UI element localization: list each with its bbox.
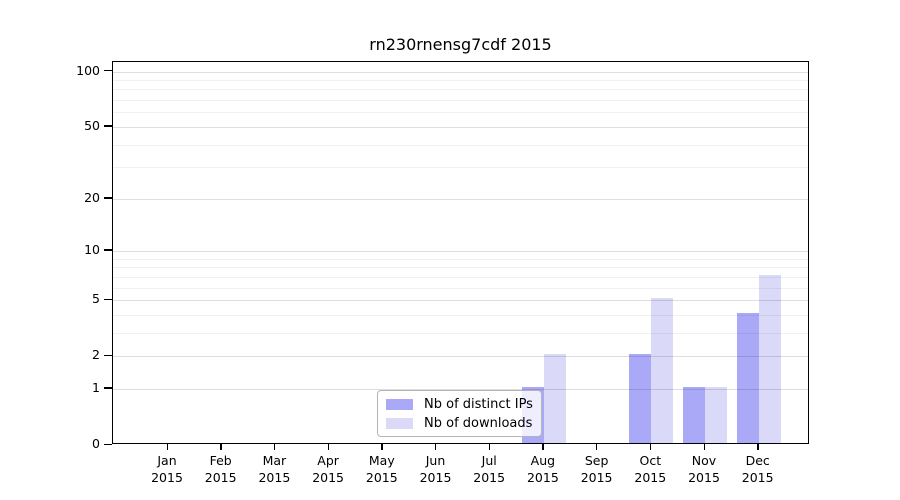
x-tick-label-jul: Jul 2015 [473, 453, 506, 485]
gridline-major-100 [113, 71, 808, 73]
y-tick-label-2: 2 [92, 347, 100, 363]
y-tick-label-1: 1 [92, 379, 100, 395]
x-tick-dec [757, 444, 759, 450]
y-tick-label-0: 0 [92, 436, 100, 451]
x-tick-jan [166, 444, 168, 450]
y-tick-10 [104, 249, 112, 251]
gridline-minor-90 [113, 80, 808, 82]
x-tick-apr [327, 444, 329, 450]
x-tick-label-may: May 2015 [365, 453, 398, 485]
chart-title: rn230rnensg7cdf 2015 [369, 35, 552, 54]
x-tick-label-aug: Aug 2015 [526, 453, 559, 485]
legend-label-distinct-ips: Nb of distinct IPs [424, 396, 533, 412]
x-tick-oct [649, 444, 652, 450]
x-tick-nov [703, 444, 705, 450]
y-tick-20 [104, 197, 112, 199]
x-tick-label-nov: Nov 2015 [688, 453, 720, 485]
x-tick-label-jan: Jan 2015 [151, 453, 183, 485]
x-tick-label-mar: Mar 2015 [258, 453, 291, 485]
grid-layer [113, 62, 808, 443]
y-tick-label-10: 10 [84, 241, 100, 257]
gridline-minor-3 [113, 332, 808, 334]
plot-area [112, 61, 809, 444]
bar-downloads-nov [705, 386, 727, 443]
x-tick-may [381, 444, 383, 450]
bar-distinct-ips-dec [736, 312, 759, 443]
gridline-major-10 [113, 250, 808, 252]
gridline-major-1 [113, 388, 808, 390]
x-tick-label-dec: Dec 2015 [741, 453, 774, 485]
gridline-minor-6 [113, 287, 808, 289]
legend: Nb of distinct IPs Nb of downloads [377, 390, 542, 437]
gridline-minor-40 [113, 144, 808, 146]
gridline-minor-30 [113, 167, 808, 169]
x-tick-label-apr: Apr 2015 [312, 453, 344, 485]
x-tick-label-oct: Oct 2015 [634, 453, 667, 485]
bar-distinct-ips-nov [683, 386, 705, 443]
gridline-minor-70 [113, 100, 808, 102]
legend-row-distinct-ips: Nb of distinct IPs [386, 397, 541, 412]
gridline-major-5 [113, 300, 808, 302]
y-tick-50 [104, 125, 112, 127]
legend-swatch-downloads-icon [386, 417, 413, 429]
legend-swatch-distinct-ips-icon [386, 398, 413, 410]
y-tick-label-5: 5 [92, 291, 100, 307]
y-tick-label-20: 20 [84, 189, 100, 205]
x-tick-label-feb: Feb 2015 [204, 453, 237, 485]
x-tick-label-sep: Sep 2015 [580, 453, 613, 485]
x-tick-label-jun: Jun 2015 [419, 453, 452, 485]
y-tick-0 [104, 443, 112, 445]
gridline-minor-4 [113, 314, 808, 316]
gridline-minor-9 [113, 258, 808, 260]
gridline-major-2 [113, 356, 808, 358]
y-tick-label-100: 100 [76, 62, 100, 78]
bar-downloads-oct [651, 298, 674, 443]
x-tick-aug [542, 444, 544, 450]
gridline-major-50 [113, 126, 808, 128]
legend-row-downloads: Nb of downloads [386, 416, 541, 431]
gridline-minor-8 [113, 267, 808, 269]
gridline-minor-7 [113, 276, 808, 278]
y-tick-5 [104, 298, 112, 300]
y-tick-100 [104, 70, 112, 72]
x-tick-sep [596, 444, 598, 450]
y-tick-2 [104, 354, 112, 356]
gridline-minor-80 [113, 89, 808, 91]
gridline-minor-60 [113, 112, 808, 114]
y-tick-1 [104, 387, 112, 389]
x-tick-feb [220, 444, 222, 450]
bar-downloads-aug [543, 354, 566, 443]
bar-distinct-ips-oct [629, 354, 652, 443]
legend-label-downloads: Nb of downloads [424, 415, 533, 431]
gridline-major-20 [113, 198, 808, 200]
bars-layer [113, 62, 808, 443]
x-tick-jul [488, 444, 491, 450]
y-tick-label-50: 50 [84, 117, 100, 133]
bar-downloads-dec [758, 274, 781, 443]
x-tick-mar [273, 444, 276, 450]
x-tick-jun [435, 444, 437, 450]
